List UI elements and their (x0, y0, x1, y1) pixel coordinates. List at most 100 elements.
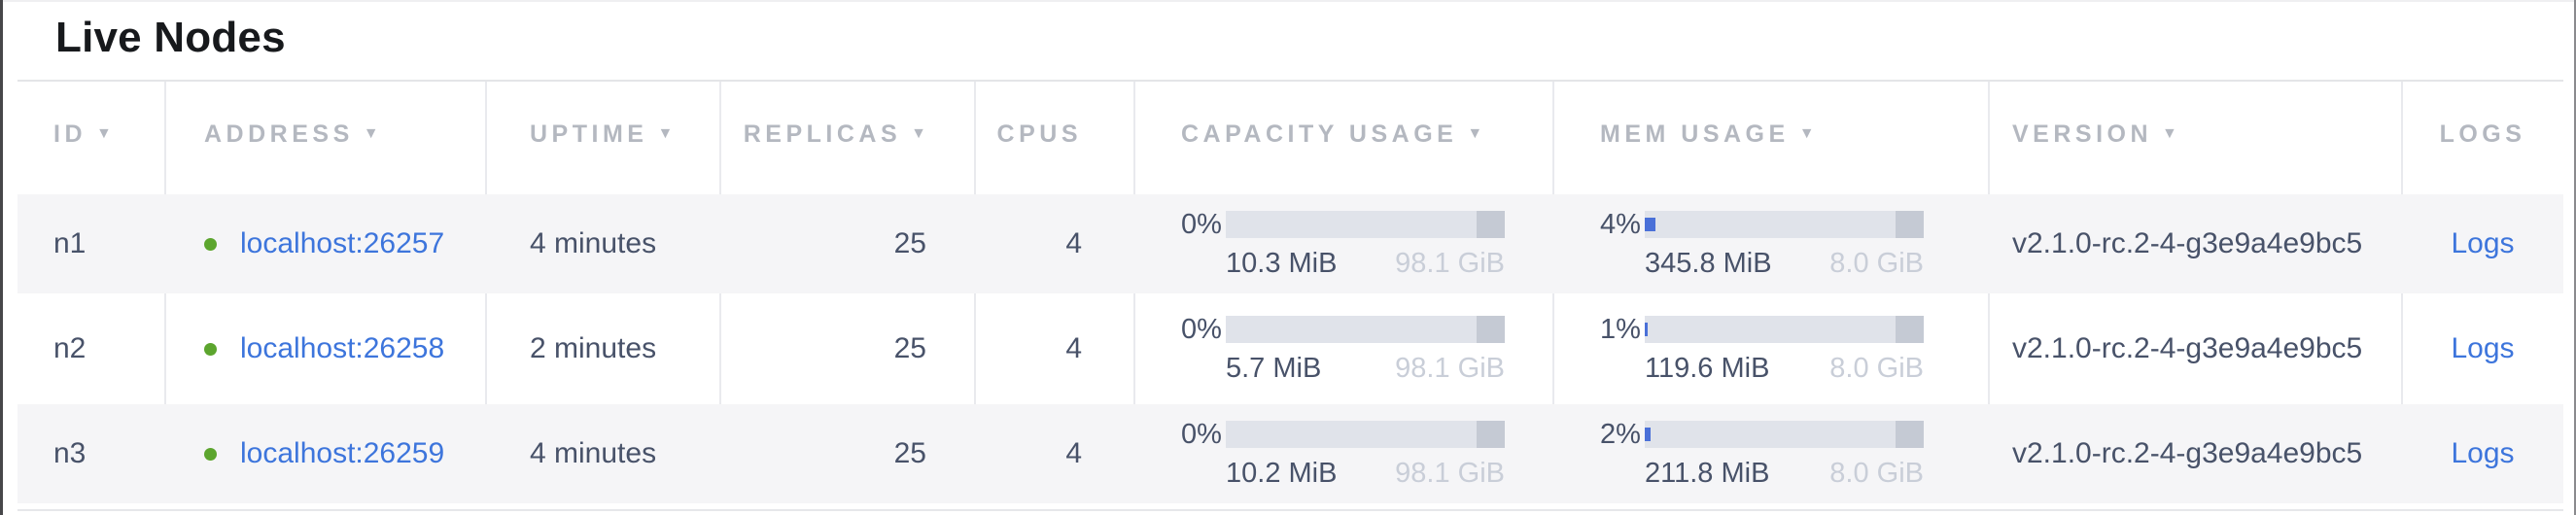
column-header-label: ID (53, 120, 87, 148)
node-row-n3: n3 localhost:26259 4 minutes 25 4 0% (17, 404, 2563, 503)
mem-endcap-segment (1896, 316, 1924, 343)
node-replicas: 25 (893, 332, 926, 364)
bottom-divider (17, 509, 2563, 511)
capacity-endcap-segment (1477, 211, 1505, 238)
mem-used-segment (1645, 323, 1648, 336)
column-header-cpus[interactable]: CPUS (975, 82, 1134, 187)
capacity-total-value: 98.1 GiB (1395, 247, 1505, 279)
capacity-usage-percent: 0% (1181, 313, 1222, 345)
node-cpus: 4 (1065, 437, 1082, 469)
column-header-logs: LOGS (2402, 82, 2563, 187)
mem-usage-cell: 2% 211.8 MiB 8.0 GiB (1553, 404, 1989, 503)
mem-usage-cell: 1% 119.6 MiB 8.0 GiB (1553, 299, 1989, 398)
node-uptime: 2 minutes (530, 332, 657, 364)
mem-used-value: 119.6 MiB (1645, 352, 1770, 384)
mem-total-value: 8.0 GiB (1829, 247, 1924, 279)
table-header-row: ID ▼ ADDRESS ▼ UPTIME ▼ REPLICAS ▼ CPUS … (17, 82, 2563, 187)
sort-desc-icon[interactable]: ▼ (1798, 125, 1815, 142)
window-left-edge (0, 0, 3, 515)
node-row-n1: n1 localhost:26257 4 minutes 25 4 0% (17, 194, 2563, 293)
logs-link[interactable]: Logs (2451, 437, 2515, 469)
window-right-edge (2574, 0, 2576, 515)
sort-desc-icon[interactable]: ▼ (363, 125, 379, 142)
column-header-uptime[interactable]: UPTIME ▼ (486, 82, 720, 187)
mem-total-value: 8.0 GiB (1829, 457, 1924, 489)
capacity-usage-percent: 0% (1181, 418, 1222, 450)
column-header-label: REPLICAS (743, 120, 902, 148)
mem-used-value: 211.8 MiB (1645, 457, 1770, 489)
mem-usage-bar (1645, 211, 1924, 238)
node-cpus: 4 (1065, 332, 1082, 364)
mem-usage-bar (1645, 316, 1924, 343)
node-version: v2.1.0-rc.2-4-g3e9a4e9bc5 (2012, 437, 2363, 469)
node-replicas: 25 (893, 227, 926, 259)
node-address-link[interactable]: localhost:26259 (240, 437, 445, 469)
node-version: v2.1.0-rc.2-4-g3e9a4e9bc5 (2012, 227, 2363, 259)
table-body: n1 localhost:26257 4 minutes 25 4 0% (17, 194, 2563, 503)
capacity-used-value: 10.3 MiB (1226, 247, 1338, 279)
mem-used-segment (1645, 218, 1656, 231)
mem-endcap-segment (1896, 211, 1924, 238)
section-title: Live Nodes (55, 14, 286, 61)
top-divider (0, 0, 2576, 2)
mem-usage-bar (1645, 421, 1924, 448)
capacity-total-value: 98.1 GiB (1395, 457, 1505, 489)
capacity-endcap-segment (1477, 316, 1505, 343)
capacity-usage-cell: 0% 10.3 MiB 98.1 GiB (1134, 194, 1553, 293)
mem-endcap-segment (1896, 421, 1924, 448)
column-header-label: MEM USAGE (1600, 120, 1790, 148)
live-status-icon (204, 342, 217, 356)
sort-desc-icon[interactable]: ▼ (2162, 125, 2177, 142)
capacity-endcap-segment (1477, 421, 1505, 448)
capacity-total-value: 98.1 GiB (1395, 352, 1505, 384)
capacity-usage-bar (1226, 421, 1505, 448)
node-version: v2.1.0-rc.2-4-g3e9a4e9bc5 (2012, 332, 2363, 364)
column-header-label: CAPACITY USAGE (1181, 120, 1458, 148)
column-header-capacity-usage[interactable]: CAPACITY USAGE ▼ (1134, 82, 1553, 187)
live-status-icon (204, 237, 217, 251)
sort-desc-icon[interactable]: ▼ (96, 125, 112, 142)
column-header-label: ADDRESS (204, 120, 354, 148)
mem-usage-percent: 4% (1600, 208, 1641, 240)
node-row-n2: n2 localhost:26258 2 minutes 25 4 0% (17, 299, 2563, 398)
node-address-link[interactable]: localhost:26258 (240, 332, 445, 364)
mem-used-segment (1645, 428, 1651, 441)
capacity-usage-bar (1226, 316, 1505, 343)
capacity-used-value: 5.7 MiB (1226, 352, 1322, 384)
mem-usage-percent: 1% (1600, 313, 1641, 345)
sort-desc-icon[interactable]: ▼ (657, 125, 674, 142)
logs-link[interactable]: Logs (2451, 227, 2515, 259)
node-address-cell: localhost:26257 (165, 194, 486, 293)
capacity-used-value: 10.2 MiB (1226, 457, 1338, 489)
mem-total-value: 8.0 GiB (1829, 352, 1924, 384)
sort-desc-icon[interactable]: ▼ (1467, 125, 1483, 142)
column-header-label: LOGS (2439, 120, 2526, 148)
live-nodes-table: ID ▼ ADDRESS ▼ UPTIME ▼ REPLICAS ▼ CPUS … (17, 80, 2563, 503)
node-address-cell: localhost:26258 (165, 299, 486, 398)
node-id: n2 (53, 332, 87, 364)
column-header-address[interactable]: ADDRESS ▼ (165, 82, 486, 187)
capacity-usage-bar (1226, 211, 1505, 238)
node-replicas: 25 (893, 437, 926, 469)
node-uptime: 4 minutes (530, 227, 657, 259)
column-header-mem-usage[interactable]: MEM USAGE ▼ (1553, 82, 1989, 187)
node-address-cell: localhost:26259 (165, 404, 486, 503)
live-status-icon (204, 447, 217, 461)
node-id: n3 (53, 437, 87, 469)
column-header-replicas[interactable]: REPLICAS ▼ (720, 82, 975, 187)
sort-desc-icon[interactable]: ▼ (911, 125, 926, 142)
node-id: n1 (53, 227, 87, 259)
node-address-link[interactable]: localhost:26257 (240, 227, 445, 259)
column-header-version[interactable]: VERSION ▼ (1989, 82, 2402, 187)
capacity-usage-cell: 0% 10.2 MiB 98.1 GiB (1134, 404, 1553, 503)
capacity-usage-cell: 0% 5.7 MiB 98.1 GiB (1134, 299, 1553, 398)
node-cpus: 4 (1065, 227, 1082, 259)
column-header-id[interactable]: ID ▼ (17, 82, 165, 187)
mem-used-value: 345.8 MiB (1645, 247, 1772, 279)
mem-usage-cell: 4% 345.8 MiB 8.0 GiB (1553, 194, 1989, 293)
column-header-label: CPUS (996, 120, 1082, 148)
logs-link[interactable]: Logs (2451, 332, 2515, 364)
node-uptime: 4 minutes (530, 437, 657, 469)
column-header-label: VERSION (2012, 120, 2153, 148)
capacity-usage-percent: 0% (1181, 208, 1222, 240)
